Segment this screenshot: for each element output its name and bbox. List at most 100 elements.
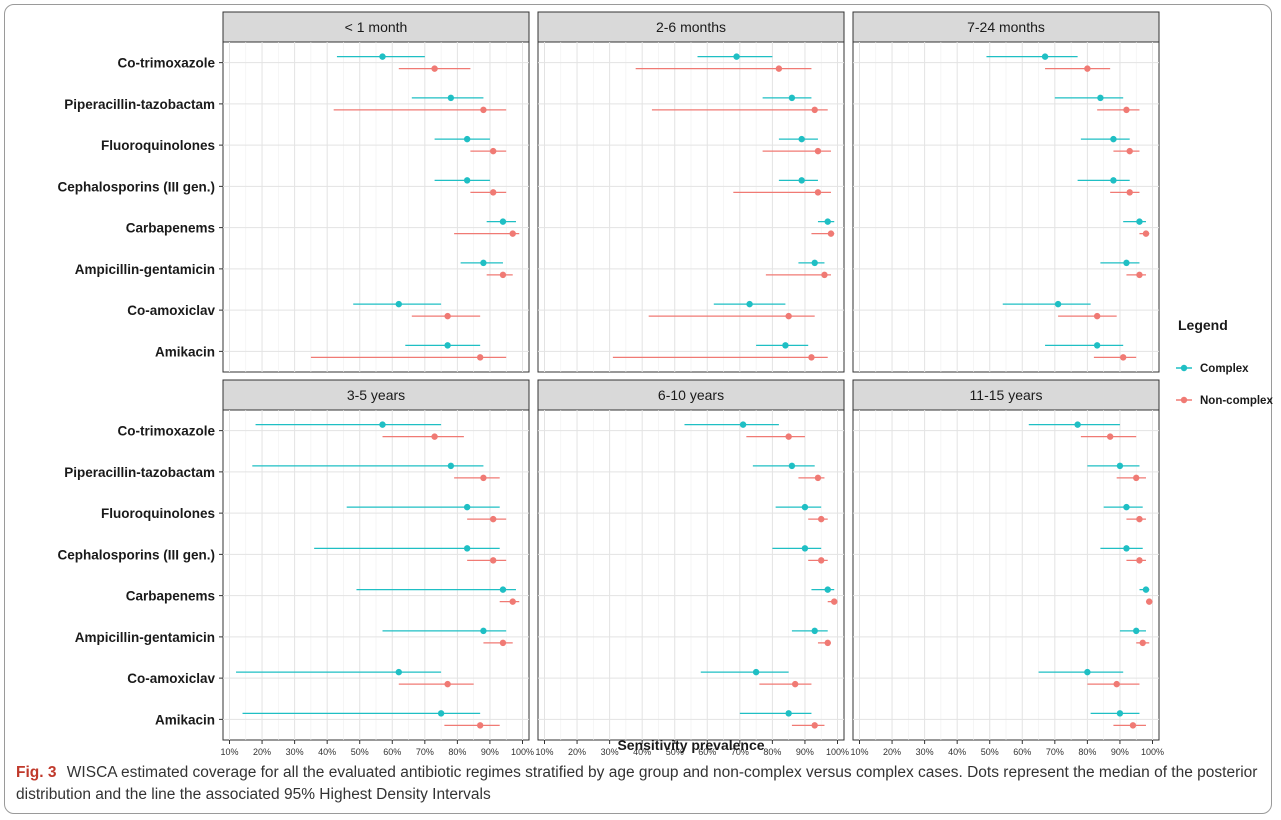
panel-title: 2-6 months [656, 19, 726, 35]
complex-median-point [824, 586, 831, 593]
complex-median-point [447, 462, 455, 470]
x-tick-label: 30% [601, 747, 619, 757]
complex-median-point [739, 421, 747, 428]
panel-title: 6-10 years [658, 387, 724, 403]
y-category-label: Co-trimoxazole [117, 424, 215, 439]
x-tick-label: 70% [416, 747, 434, 757]
noncomplex-median-point [489, 189, 497, 196]
complex-median-point [1116, 710, 1124, 717]
noncomplex-median-point [808, 354, 815, 361]
y-category-label: Piperacillin-tazobactam [64, 465, 215, 480]
noncomplex-median-point [1146, 598, 1153, 605]
complex-median-point [1136, 218, 1143, 225]
complex-median-point [801, 503, 809, 511]
complex-median-point [746, 300, 753, 308]
complex-median-point [463, 135, 471, 143]
complex-median-point [733, 53, 740, 60]
y-category-label: Ampicillin-gentamicin [75, 630, 215, 645]
forest-plot-chart: < 1 month Co-trimoxazole Piperacillin-tazo… [57, 11, 1273, 757]
complex-median-point [1041, 53, 1049, 60]
complex-median-point [811, 627, 818, 635]
x-tick-label: 30% [286, 747, 304, 757]
noncomplex-median-point [1133, 474, 1140, 482]
x-tick-label: 60% [383, 747, 401, 757]
complex-median-point [824, 218, 831, 225]
complex-median-point [782, 342, 789, 349]
x-tick-label: 10% [851, 747, 869, 757]
noncomplex-median-point [811, 106, 818, 114]
x-tick-label: 80% [763, 747, 781, 757]
y-category-label: Amikacin [155, 712, 215, 727]
x-tick-label: 60% [698, 747, 716, 757]
x-tick-label: 40% [633, 747, 651, 757]
noncomplex-median-point [489, 557, 497, 564]
panel-header [852, 379, 1160, 411]
x-tick-label: 50% [351, 747, 369, 757]
complex-median-point [480, 627, 487, 635]
x-tick-label: 90% [1111, 747, 1129, 757]
noncomplex-median-point [1113, 680, 1120, 688]
noncomplex-median-point [775, 65, 783, 72]
noncomplex-median-point [480, 106, 487, 114]
x-tick-label: 10% [221, 747, 239, 757]
complex-median-point [801, 545, 809, 552]
complex-median-point [1084, 668, 1091, 676]
noncomplex-median-point [1126, 189, 1133, 196]
noncomplex-median-point [785, 433, 792, 440]
complex-median-point [1074, 421, 1081, 428]
complex-median-point [463, 545, 471, 552]
complex-median-point [437, 710, 445, 717]
y-category-label: Carbapenems [126, 589, 215, 604]
x-tick-label: 100% [826, 747, 849, 757]
y-category-label: Piperacillin-tazobactam [64, 97, 215, 112]
complex-median-point [1123, 545, 1130, 552]
noncomplex-median-point [476, 354, 484, 361]
panel-title: 7-24 months [967, 19, 1045, 35]
y-category-label: Co-amoxiclav [127, 671, 215, 686]
noncomplex-median-point [818, 515, 825, 523]
x-tick-label: 100% [511, 747, 534, 757]
panel-title: < 1 month [345, 19, 408, 35]
panel-title: 3-5 years [347, 387, 405, 403]
legend-key-point [1180, 396, 1188, 404]
legend-entry-label: Non-complex [1200, 395, 1273, 407]
complex-median-point [395, 668, 402, 676]
x-tick-label: 60% [1013, 747, 1031, 757]
noncomplex-median-point [811, 722, 818, 729]
complex-median-point [444, 342, 451, 349]
y-category-label: Ampicillin-gentamicin [75, 262, 215, 277]
noncomplex-median-point [499, 271, 507, 279]
noncomplex-median-point [1119, 354, 1127, 361]
y-category-label: Cephalosporins (III gen.) [57, 547, 215, 562]
x-tick-label: 20% [568, 747, 586, 757]
noncomplex-median-point [821, 271, 828, 279]
noncomplex-median-point [1136, 557, 1143, 564]
noncomplex-median-point [444, 312, 451, 320]
complex-median-point [499, 586, 507, 593]
x-axis-title: Sensitivity prevalence [617, 737, 764, 753]
noncomplex-median-point [476, 722, 484, 729]
legend-title: Legend [1178, 317, 1228, 333]
noncomplex-median-point [431, 433, 438, 440]
noncomplex-median-point [431, 65, 438, 72]
complex-median-point [1093, 342, 1101, 349]
noncomplex-median-point [1106, 433, 1114, 440]
complex-median-point [1123, 259, 1130, 267]
complex-median-point [463, 177, 471, 184]
complex-median-point [1054, 300, 1062, 308]
x-tick-label: 80% [1078, 747, 1096, 757]
noncomplex-median-point [1136, 271, 1143, 279]
x-tick-label: 70% [1046, 747, 1064, 757]
complex-median-point [379, 421, 386, 428]
panel-header [537, 379, 845, 411]
complex-median-point [811, 259, 818, 267]
complex-median-point [752, 668, 760, 676]
noncomplex-median-point [1139, 639, 1146, 647]
complex-median-point [1116, 462, 1124, 470]
figure-caption: Fig. 3 WISCA estimated coverage for all … [16, 762, 1266, 806]
complex-median-point [1110, 177, 1117, 184]
complex-median-point [788, 94, 796, 102]
legend-entry-label: Complex [1200, 363, 1249, 375]
y-category-label: Fluoroquinolones [101, 138, 215, 153]
x-tick-label: 90% [796, 747, 814, 757]
